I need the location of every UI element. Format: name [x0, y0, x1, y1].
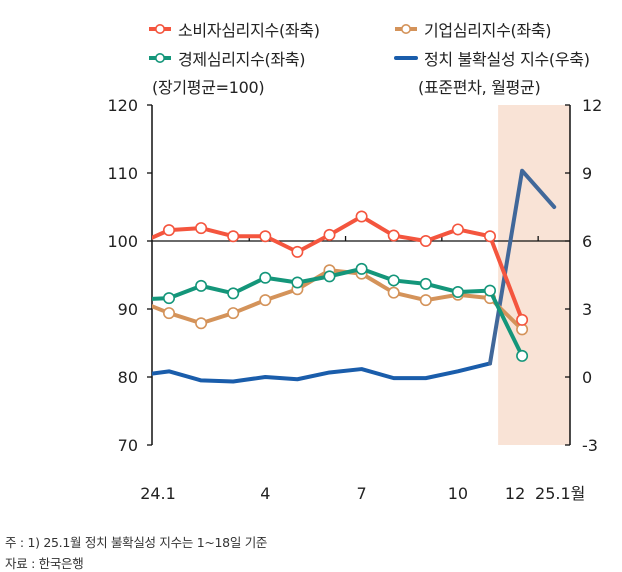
legend-line-political-icon: [394, 56, 418, 60]
x-tick-label: 10: [448, 484, 468, 503]
y-left-tick-label: 80: [118, 368, 138, 387]
footnote: 주 : 1) 25.1월 정치 불확실성 지수는 1~18일 기준: [5, 535, 268, 550]
series-consumer-point: [323, 228, 336, 241]
legend-label: 기업심리지수(좌축): [424, 21, 552, 40]
series-business-point: [227, 307, 240, 320]
left-axis-note: (장기평균=100): [152, 78, 265, 97]
series-business-point: [259, 294, 272, 307]
legend-label: 소비자심리지수(좌축): [178, 21, 320, 40]
series-economic-point: [483, 284, 496, 297]
x-tick-label: 24.1: [140, 484, 176, 503]
legend-marker-business-icon: [395, 24, 417, 34]
legend-economic: 경제심리지수(좌축): [148, 46, 306, 70]
y-right-tick-label: 6: [582, 232, 592, 251]
series-consumer-point: [419, 235, 432, 248]
y-right-tick-label: 0: [582, 368, 592, 387]
x-tick-label: 4: [260, 484, 270, 503]
series-political-line-recent: [488, 168, 557, 366]
series-consumer-point: [355, 210, 368, 223]
legend-business: 기업심리지수(좌축): [394, 17, 552, 41]
series-economic-point: [419, 277, 432, 290]
series-economic-point: [323, 270, 336, 283]
series-economic-point: [387, 274, 400, 287]
y-right-tick-label: 3: [582, 300, 592, 319]
series-economic-point: [163, 292, 176, 305]
series-economic-point: [516, 349, 529, 362]
legend-label: 경제심리지수(좌축): [178, 50, 306, 69]
y-right-tick-label: 12: [582, 96, 602, 115]
series-economic-point: [227, 287, 240, 300]
legend-marker-economic-icon: [149, 53, 171, 63]
y-right-tick-label: -3: [582, 436, 598, 455]
series-consumer-point: [227, 230, 240, 243]
legend-consumer: 소비자심리지수(좌축): [148, 17, 320, 41]
series-economic-point: [259, 271, 272, 284]
y-left-tick-label: 110: [107, 164, 138, 183]
series-economic-point: [195, 279, 208, 292]
x-tick-label: 7: [357, 484, 367, 503]
right-axis-note: (표준편차, 월평균): [418, 78, 541, 97]
series-consumer-point: [451, 223, 464, 236]
series-economic-point: [355, 262, 368, 275]
legend-political: 정치 불확실성 지수(우축): [394, 46, 590, 70]
y-left-tick-label: 100: [107, 232, 138, 251]
y-left-tick-label: 120: [107, 96, 138, 115]
series-consumer-point: [163, 224, 176, 237]
x-tick-label: 12: [505, 484, 525, 503]
series-economic-point: [451, 285, 464, 298]
series-consumer-point: [516, 313, 529, 326]
y-left-tick-label: 70: [118, 436, 138, 455]
series-business-point: [387, 286, 400, 299]
series-consumer-point: [195, 222, 208, 235]
source-note: 자료 : 한국은행: [5, 556, 84, 571]
y-right-tick-label: 9: [582, 164, 592, 183]
legend-label: 정치 불확실성 지수(우축): [424, 50, 590, 69]
series-consumer-point: [259, 230, 272, 243]
series-economic-point: [291, 276, 304, 289]
x-tick-label: 25.1월: [535, 484, 585, 503]
series-political-line: [152, 361, 492, 384]
series-consumer-point: [291, 245, 304, 258]
shaded-period: [498, 105, 570, 445]
series-consumer-point: [387, 229, 400, 242]
series-business-point: [419, 294, 432, 307]
series-group: [152, 168, 557, 384]
series-consumer-point: [483, 230, 496, 243]
series-business-point: [195, 317, 208, 330]
series-business-point: [163, 307, 176, 320]
legend-marker-consumer-icon: [149, 24, 171, 34]
y-left-tick-label: 90: [118, 300, 138, 319]
